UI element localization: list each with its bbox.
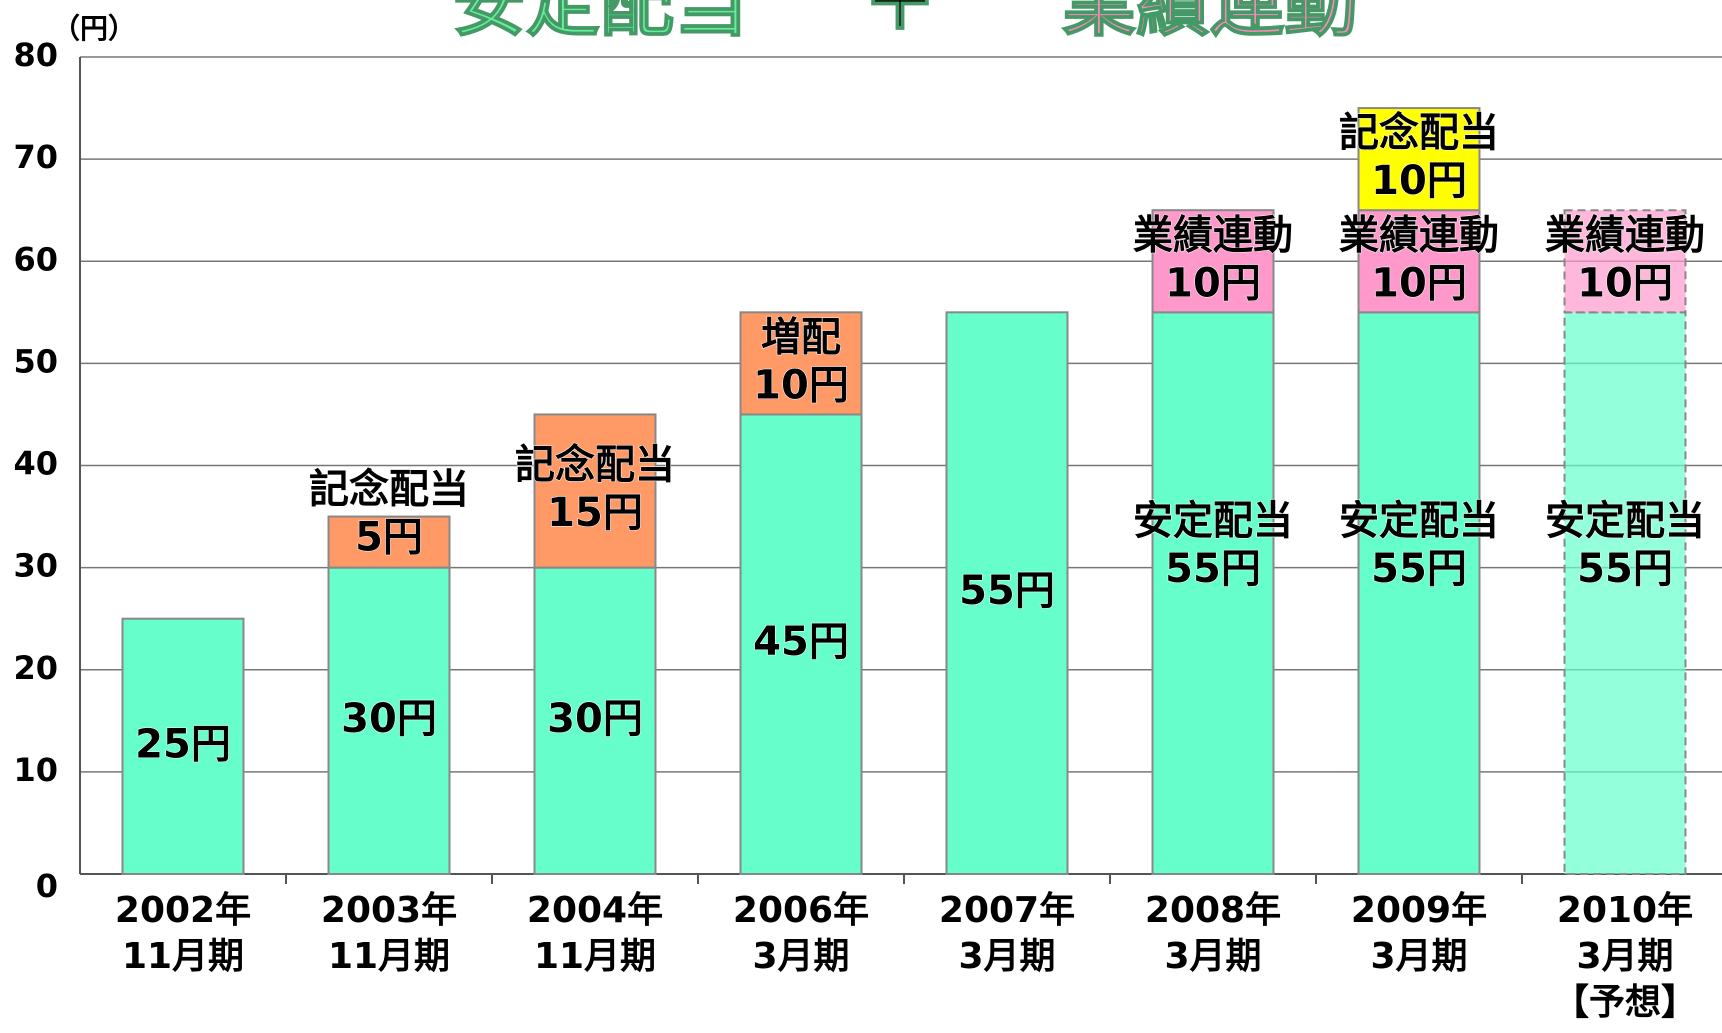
x-tick-label: 3月期: [752, 936, 849, 977]
value-label: 30円: [341, 696, 437, 742]
value-label: 15円: [547, 490, 643, 536]
x-tick-label: 3月期: [1370, 936, 1467, 977]
bar-segment: [1563, 311, 1687, 875]
chart-title: 業績連動: [1062, 0, 1358, 47]
y-tick-label: 80: [13, 36, 58, 74]
y-tick-label: 40: [13, 445, 58, 483]
y-tick-label: 70: [13, 138, 58, 176]
x-tick-label: 2010年: [1557, 890, 1693, 931]
value-label: 55円: [959, 568, 1055, 614]
value-label: 10円: [753, 362, 849, 408]
value-label: 30円: [547, 696, 643, 742]
bar-segment: [945, 311, 1069, 875]
y-tick-label: 60: [13, 240, 58, 278]
value-label: 10円: [1371, 158, 1467, 204]
value-label: 記念配当: [1339, 110, 1499, 156]
bar-segment: [1563, 209, 1687, 314]
bar-segment: [121, 617, 245, 875]
x-tick-label: 3月期: [958, 936, 1055, 977]
x-tick-label: 3月期: [1164, 936, 1261, 977]
chart-title: 安定配当: [452, 0, 748, 47]
bar-segment: [533, 566, 657, 875]
x-tick-label: 2007年: [939, 890, 1075, 931]
value-label: 業績連動: [1339, 212, 1499, 258]
bar-segment: [739, 311, 863, 416]
x-tick-label: 2003年: [321, 890, 457, 931]
x-tick-label: 【予想】: [1553, 982, 1697, 1023]
y-tick-label: 30: [13, 547, 58, 585]
value-label: 55円: [1577, 546, 1673, 592]
x-tick-label: 11月期: [328, 936, 450, 977]
y-tick-label: 20: [13, 649, 58, 687]
value-label: 記念配当: [515, 442, 675, 488]
x-tick-label: 2008年: [1145, 890, 1281, 931]
value-label: 記念配当: [309, 467, 469, 513]
bar-segment: [1357, 209, 1481, 314]
value-label: 10円: [1577, 260, 1673, 306]
value-label: 55円: [1165, 546, 1261, 592]
x-tick-label: 3月期: [1576, 936, 1673, 977]
x-tick-label: 2004年: [527, 890, 663, 931]
value-label: 安定配当: [1133, 498, 1293, 544]
value-label: 55円: [1371, 546, 1467, 592]
y-axis-label: （円）: [52, 12, 136, 45]
bar-segment: [327, 515, 451, 569]
y-tick-label: 10: [13, 751, 58, 789]
value-label: 5円: [355, 515, 423, 561]
value-label: 45円: [753, 619, 849, 665]
value-label: 安定配当: [1545, 498, 1705, 544]
value-label: 安定配当: [1339, 498, 1499, 544]
value-label: 25円: [135, 721, 231, 767]
bar-segment: [739, 413, 863, 875]
x-tick-label: 2002年: [115, 890, 251, 931]
value-label: 業績連動: [1133, 212, 1293, 258]
value-label: 業績連動: [1545, 212, 1705, 258]
value-label: 10円: [1371, 260, 1467, 306]
y-tick-label: 0: [36, 867, 58, 905]
chart-title: ＋: [863, 0, 937, 47]
value-label: 10円: [1165, 260, 1261, 306]
bar-segment: [1151, 311, 1275, 875]
bar-segment: [533, 413, 657, 569]
x-tick-label: 11月期: [122, 936, 244, 977]
y-tick-label: 50: [13, 342, 58, 380]
bar-segment: [1357, 107, 1481, 212]
bar-segment: [1151, 209, 1275, 314]
x-tick-label: 11月期: [534, 936, 656, 977]
value-label: 増配: [761, 314, 841, 360]
bar-segment: [1357, 311, 1481, 875]
x-tick-label: 2009年: [1351, 890, 1487, 931]
x-tick-label: 2006年: [733, 890, 869, 931]
